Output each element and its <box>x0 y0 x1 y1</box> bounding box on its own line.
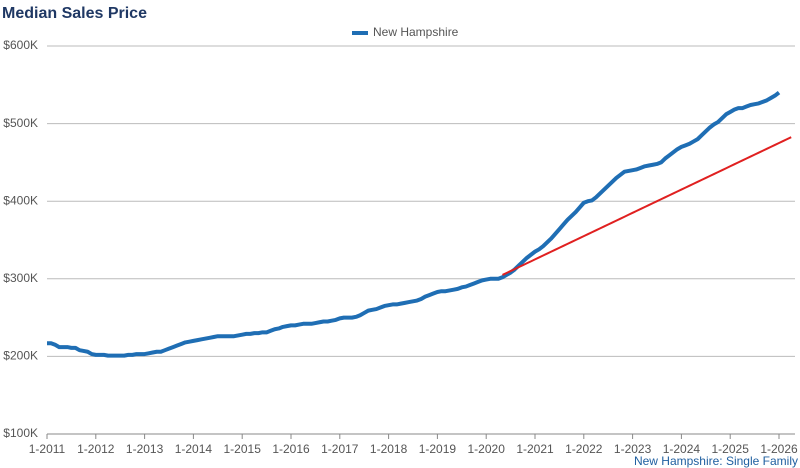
x-tick-label: 1-2026 <box>760 442 798 456</box>
legend-label: New Hampshire <box>373 25 459 39</box>
x-tick-label: 1-2013 <box>126 442 164 456</box>
series-line <box>502 136 792 276</box>
y-tick-label: $100K <box>3 426 38 440</box>
x-tick-label: 1-2021 <box>516 442 554 456</box>
x-tick-label: 1-2016 <box>272 442 310 456</box>
x-tick-label: 1-2015 <box>224 442 262 456</box>
x-tick-label: 1-2023 <box>614 442 652 456</box>
x-tick-label: 1-2020 <box>468 442 506 456</box>
y-tick-label: $500K <box>3 116 38 130</box>
x-tick-label: 1-2025 <box>712 442 750 456</box>
x-tick-label: 1-2018 <box>370 442 408 456</box>
y-tick-label: $300K <box>3 271 38 285</box>
x-tick-label: 1-2014 <box>175 442 213 456</box>
caption: New Hampshire: Single Family <box>634 454 798 468</box>
x-tick-label: 1-2024 <box>663 442 701 456</box>
x-tick-label: 1-2012 <box>77 442 115 456</box>
y-tick-label: $600K <box>3 38 38 52</box>
x-tick-label: 1-2022 <box>565 442 603 456</box>
x-tick-label: 1-2011 <box>29 442 66 456</box>
chart-title: Median Sales Price <box>2 5 147 22</box>
x-tick-label: 1-2019 <box>419 442 457 456</box>
y-tick-label: $400K <box>3 193 38 207</box>
y-tick-label: $200K <box>3 349 38 363</box>
series-line <box>47 90 781 358</box>
x-tick-label: 1-2017 <box>321 442 359 456</box>
